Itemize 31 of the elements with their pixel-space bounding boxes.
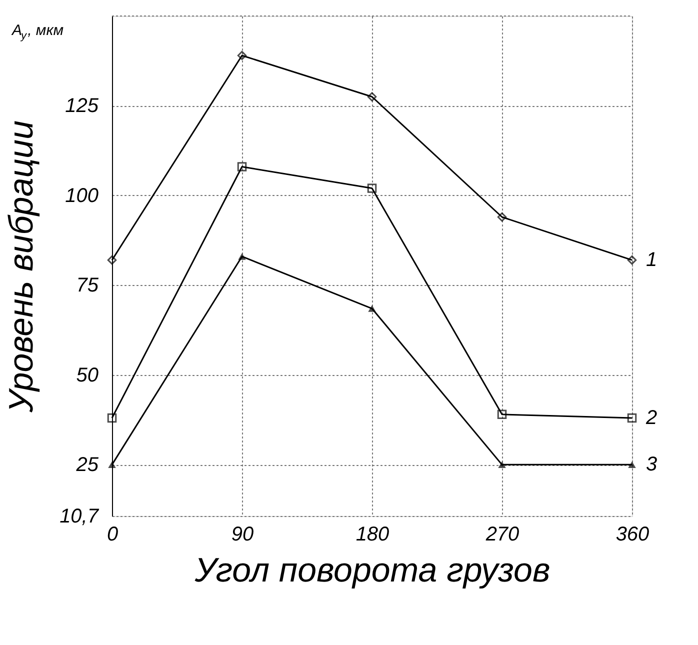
point bbox=[498, 461, 506, 468]
point bbox=[497, 212, 507, 222]
y-tick-label: 125 bbox=[65, 95, 100, 118]
point bbox=[107, 413, 117, 423]
point bbox=[367, 184, 377, 193]
x-tick-label: 270 bbox=[484, 524, 520, 546]
point bbox=[367, 92, 377, 102]
point bbox=[237, 162, 247, 172]
point bbox=[107, 255, 117, 265]
series-label: 1 bbox=[646, 249, 658, 272]
point bbox=[627, 255, 637, 265]
x-tick-label: 90 bbox=[231, 524, 254, 546]
x-tick-label: 360 bbox=[616, 524, 650, 546]
point bbox=[238, 253, 246, 260]
y-tick-label: 25 bbox=[75, 454, 100, 476]
point bbox=[497, 410, 507, 420]
y-tick-label: 10,7 bbox=[60, 506, 100, 528]
y-tick-label: 50 bbox=[76, 364, 98, 386]
x-axis-title: Угол поворота грузов bbox=[194, 552, 550, 590]
y-tick-label: 100 bbox=[65, 184, 98, 207]
point bbox=[627, 413, 637, 423]
series-label: 2 bbox=[645, 407, 658, 430]
y-axis-title: Уровень вибрации bbox=[2, 120, 41, 414]
point bbox=[237, 50, 247, 60]
series-label: 3 bbox=[646, 454, 658, 476]
y-tick-label: 75 bbox=[76, 274, 100, 297]
x-tick-label: 180 bbox=[356, 524, 390, 546]
point bbox=[368, 305, 376, 312]
point bbox=[108, 461, 116, 468]
point bbox=[628, 461, 636, 468]
x-tick-label: 0 bbox=[106, 524, 118, 546]
